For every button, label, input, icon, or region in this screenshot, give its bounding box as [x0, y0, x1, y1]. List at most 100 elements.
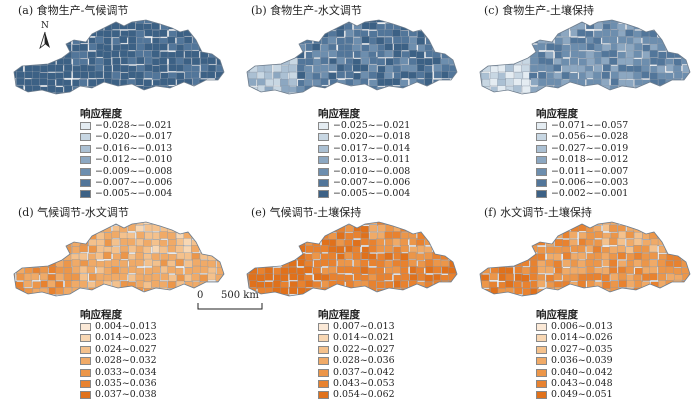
- map-region: [497, 44, 507, 52]
- map-region: [88, 20, 97, 24]
- map-region: [337, 85, 346, 93]
- map-region: [569, 222, 578, 226]
- map-region: [272, 51, 281, 59]
- map-region: [538, 293, 547, 296]
- map-region: [482, 231, 491, 239]
- map-region: [666, 20, 675, 25]
- map-region: [633, 22, 642, 30]
- map-region: [449, 20, 457, 23]
- map-region: [561, 294, 571, 296]
- map-region: [280, 252, 290, 261]
- map-region: [248, 78, 257, 86]
- map-region: [247, 44, 249, 52]
- map-region: [247, 51, 249, 59]
- map-region: [305, 245, 314, 253]
- map-region: [345, 287, 354, 295]
- map-region: [256, 252, 266, 261]
- map-region: [359, 64, 369, 72]
- map-region: [328, 245, 337, 254]
- map-region: [682, 293, 690, 296]
- map-region: [673, 279, 682, 288]
- map-region: [176, 44, 185, 52]
- map-region: [633, 259, 642, 267]
- map-region: [199, 222, 209, 226]
- map-region: [505, 36, 514, 44]
- map-region: [249, 252, 258, 260]
- map-region: [289, 286, 298, 295]
- map-region: [656, 58, 666, 66]
- legend-swatch: [536, 178, 547, 187]
- map-region: [688, 273, 690, 282]
- map-region: [175, 258, 184, 267]
- map-region: [448, 239, 457, 247]
- map-region: [368, 20, 377, 24]
- legend-swatch: [80, 190, 91, 199]
- map-region: [225, 44, 233, 51]
- map-region: [199, 29, 208, 37]
- map-region: [642, 44, 651, 52]
- map-region: [199, 231, 208, 240]
- map-region: [135, 294, 144, 296]
- map-region: [128, 265, 137, 274]
- legend-label: −0.005~−0.004: [333, 188, 411, 200]
- map-region: [24, 57, 33, 65]
- map-region: [480, 86, 483, 94]
- legend-swatch: [536, 357, 547, 366]
- map-region: [665, 222, 674, 226]
- map-region: [120, 20, 129, 24]
- map-region: [608, 36, 618, 44]
- map-region: [417, 84, 426, 93]
- map-region: [176, 222, 185, 225]
- map-region: [128, 30, 137, 38]
- map-region: [72, 70, 82, 79]
- map-region: [649, 72, 659, 80]
- map-region: [649, 251, 658, 260]
- map-region: [569, 20, 579, 24]
- legend-swatch: [80, 144, 91, 153]
- map-region: [506, 224, 515, 233]
- map-region: [658, 294, 667, 296]
- map-region: [80, 22, 89, 30]
- map-region: [72, 44, 81, 52]
- map-region: [64, 295, 73, 296]
- map-region: [649, 222, 659, 225]
- map-region: [577, 86, 586, 94]
- map-region: [393, 50, 402, 58]
- map-region: [441, 238, 450, 247]
- map-region: [417, 222, 426, 225]
- map-region: [273, 246, 282, 255]
- map-region: [248, 273, 257, 282]
- map-region: [689, 37, 690, 46]
- map-region: [329, 272, 338, 281]
- map-region: [448, 225, 457, 233]
- map-region: [594, 230, 604, 239]
- map-region: [593, 93, 602, 94]
- map-region: [376, 238, 385, 246]
- legend-label: 0.028~0.032: [95, 355, 157, 367]
- legend-label: 0.014~0.026: [551, 332, 613, 344]
- map-region: [111, 238, 120, 247]
- map-region: [449, 43, 457, 52]
- map-region: [415, 253, 425, 261]
- map-region: [265, 51, 274, 59]
- map-region: [345, 232, 354, 240]
- map-region: [120, 238, 129, 246]
- map-region: [222, 30, 224, 38]
- map-region: [55, 20, 64, 23]
- map-region: [481, 30, 491, 38]
- map-region: [570, 85, 580, 93]
- map-region: [14, 222, 17, 226]
- legend-swatch: [80, 368, 91, 377]
- map-region: [207, 30, 217, 39]
- map-region: [594, 85, 603, 94]
- map-region: [55, 222, 64, 227]
- map-region: [200, 259, 209, 268]
- map-region: [641, 259, 650, 268]
- map-region: [320, 224, 329, 232]
- map-region: [529, 232, 538, 241]
- map-region: [490, 238, 499, 247]
- map-region: [192, 258, 201, 267]
- map-region: [207, 272, 216, 281]
- map-region: [280, 287, 289, 295]
- map-region: [119, 259, 128, 268]
